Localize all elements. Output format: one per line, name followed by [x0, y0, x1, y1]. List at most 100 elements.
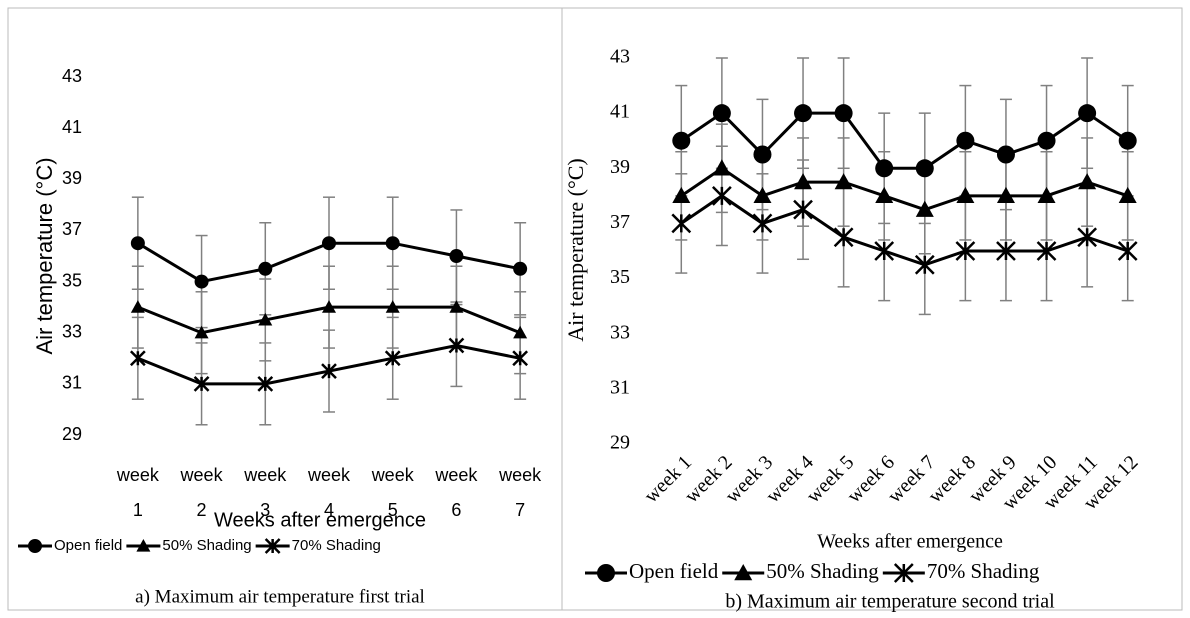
marker: [1118, 131, 1137, 150]
x-tick-label: week 6: [435, 465, 478, 518]
y-tick-label: 35: [62, 270, 82, 290]
marker: [597, 564, 615, 582]
legend-label: 70% Shading: [927, 559, 1040, 583]
marker: [834, 173, 853, 190]
marker: [794, 104, 813, 123]
x-axis-label: Weeks after emergence: [214, 509, 426, 531]
marker: [385, 236, 400, 251]
marker: [322, 236, 336, 251]
marker: [996, 241, 1016, 261]
y-tick-label: 37: [62, 219, 82, 239]
marker: [833, 227, 854, 248]
series-line: [680, 166, 1129, 212]
legend-label: 50% Shading: [162, 537, 251, 554]
marker: [956, 131, 975, 150]
y-tick-label: 41: [610, 101, 630, 123]
y-tick-label: 31: [62, 373, 82, 393]
marker: [194, 274, 209, 289]
marker: [752, 213, 773, 234]
marker: [264, 538, 281, 554]
marker: [672, 131, 691, 150]
x-tick-label-box: week 5: [371, 465, 414, 518]
marker: [794, 173, 813, 190]
marker: [513, 261, 528, 276]
marker: [129, 350, 146, 367]
marker: [915, 159, 934, 178]
marker: [734, 564, 753, 581]
marker: [834, 104, 853, 123]
marker: [996, 186, 1015, 204]
marker: [130, 236, 145, 251]
marker: [194, 325, 209, 339]
x-axis-label: Weeks after emergence: [817, 531, 1003, 553]
marker: [512, 350, 529, 367]
marker: [322, 300, 336, 313]
x-tick-label: week 4: [307, 465, 351, 518]
marker: [874, 241, 895, 261]
marker: [712, 159, 731, 176]
y-tick-label: 39: [62, 168, 82, 188]
frame: [7, 7, 1183, 611]
panel-a: 29 31 33 35 37 39 41 43 week 1 week 2 week 3 week 4…: [18, 66, 541, 607]
marker: [449, 300, 464, 313]
marker: [671, 213, 692, 234]
marker: [385, 300, 400, 313]
marker: [448, 337, 465, 354]
marker: [321, 363, 337, 379]
marker: [258, 312, 273, 326]
caption: a) Maximum air temperature first trial: [135, 586, 425, 607]
marker: [136, 539, 151, 552]
x-tick-label-box: week 7: [499, 465, 541, 518]
y-axis-label: Air temperature (°C): [32, 157, 57, 354]
x-tick-label-box: week 4: [307, 465, 351, 518]
caption: b) Maximum air temperature second trial: [725, 591, 1055, 613]
marker: [1118, 186, 1137, 204]
marker: [956, 186, 975, 204]
legend-label: 70% Shading: [292, 537, 381, 554]
x-tick-label: week 3: [244, 465, 287, 518]
x-tick-label: week 2: [180, 465, 223, 518]
legend-label: 50% Shading: [766, 559, 879, 583]
x-tick-label-box: week 3: [244, 465, 287, 518]
marker: [449, 249, 464, 263]
marker: [1078, 104, 1097, 123]
marker: [996, 145, 1015, 164]
y-tick-label: 35: [610, 266, 630, 288]
marker: [1078, 173, 1097, 190]
y-tick-label: 43: [62, 66, 82, 86]
x-tick-label-box: week 6: [435, 465, 478, 518]
y-tick-label: 39: [610, 156, 630, 178]
y-tick-label: 37: [610, 211, 630, 233]
marker: [1036, 241, 1057, 261]
legend-label: Open field: [54, 537, 122, 554]
marker: [513, 325, 528, 339]
marker: [1117, 241, 1138, 261]
y-tick-label: 29: [62, 424, 82, 444]
legend-label: Open field: [629, 559, 719, 583]
marker: [955, 241, 976, 261]
marker: [1077, 227, 1098, 248]
x-tick-label: week 1: [116, 465, 159, 518]
marker: [753, 145, 772, 164]
y-tick-label: 41: [62, 117, 82, 137]
marker: [914, 254, 935, 275]
marker: [793, 199, 813, 220]
marker: [130, 300, 145, 313]
marker: [1037, 131, 1056, 150]
marker: [1037, 186, 1056, 204]
marker: [711, 185, 732, 206]
marker: [193, 375, 210, 392]
y-tick-label: 43: [610, 46, 630, 68]
marker: [915, 200, 934, 217]
y-axis-label: Air temperature (°C): [563, 158, 588, 342]
marker: [258, 261, 273, 276]
y-tick-label: 31: [610, 376, 630, 398]
marker: [875, 159, 894, 178]
y-tick-label: 33: [62, 321, 82, 341]
x-tick-label: week 5: [371, 465, 414, 518]
y-tick-label: 33: [610, 321, 630, 343]
marker: [712, 104, 731, 123]
marker: [753, 186, 772, 204]
y-tick-label: 29: [610, 432, 630, 454]
